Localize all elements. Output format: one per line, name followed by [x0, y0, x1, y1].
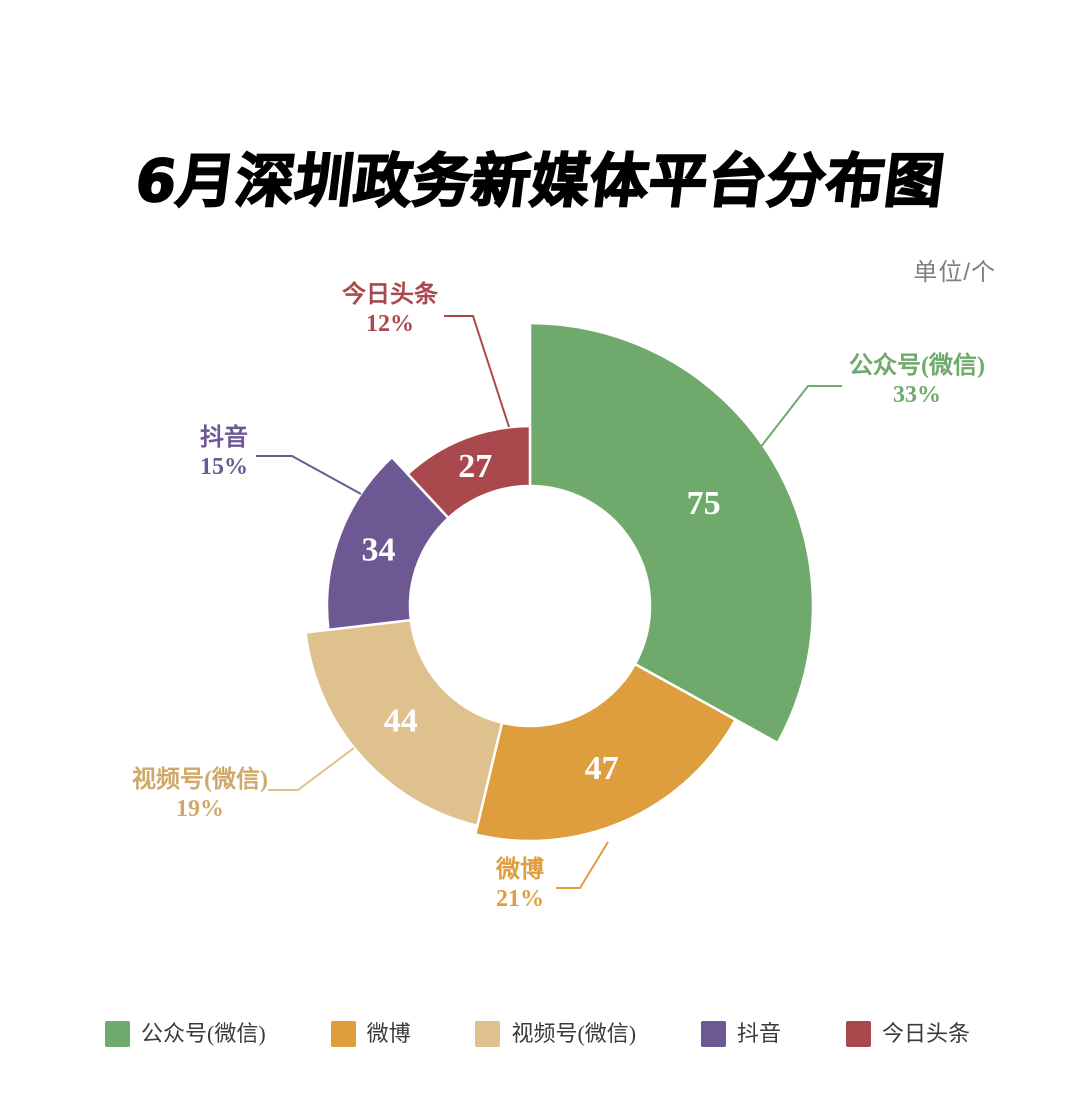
pie-slice-4[interactable] — [406, 424, 532, 520]
legend-label: 微博 — [366, 1021, 411, 1046]
legend-item-2[interactable]: 视频号(微信) — [475, 1021, 636, 1047]
legend: 公众号(微信) 微博 视频号(微信) 抖音 今日头条 — [105, 1019, 970, 1049]
pie-slice-1[interactable] — [473, 662, 737, 843]
callout-percent: 33% — [892, 382, 941, 408]
slice-callout: 抖音 15% — [200, 424, 248, 482]
callout-name: 视频号(微信) — [132, 767, 268, 794]
legend-item-4[interactable]: 今日头条 — [845, 1021, 970, 1047]
pie-slice-0[interactable] — [528, 321, 815, 745]
slice-callout: 公众号(微信) 33% — [849, 352, 985, 410]
legend-label: 抖音 — [737, 1021, 782, 1046]
legend-item-3[interactable]: 抖音 — [701, 1021, 781, 1047]
callout-name: 抖音 — [200, 425, 248, 452]
legend-swatch — [330, 1021, 356, 1047]
legend-swatch — [845, 1021, 871, 1047]
callout-name: 今日头条 — [342, 282, 438, 309]
legend-swatch — [475, 1021, 501, 1047]
legend-label: 公众号(微信) — [141, 1021, 266, 1046]
slice-value-label: 44 — [384, 702, 418, 739]
slice-leader-line — [444, 315, 510, 428]
legend-item-1[interactable]: 微博 — [330, 1021, 411, 1047]
callout-percent: 19% — [175, 796, 224, 822]
callout-percent: 12% — [366, 311, 414, 337]
legend-swatch — [701, 1021, 727, 1047]
slice-value-label: 47 — [585, 750, 619, 787]
legend-swatch — [105, 1021, 130, 1047]
slice-callout: 微博 21% — [496, 856, 544, 914]
pie-slice-2[interactable] — [304, 618, 504, 828]
callout-percent: 21% — [496, 886, 544, 912]
unit-label: 单位/个 — [913, 259, 996, 286]
slice-value-label: 27 — [458, 448, 492, 485]
callout-name: 微博 — [496, 857, 544, 884]
legend-label: 视频号(微信) — [511, 1021, 637, 1046]
callout-name: 公众号(微信) — [849, 353, 985, 380]
slice-callout: 视频号(微信) 19% — [132, 766, 268, 824]
slice-leader-line — [256, 455, 362, 495]
pie-slice-3[interactable] — [325, 455, 450, 632]
legend-label: 今日头条 — [881, 1021, 970, 1046]
slice-callout: 今日头条 12% — [342, 281, 438, 339]
slice-leader-line — [759, 385, 842, 449]
slice-leader-line — [268, 747, 355, 791]
callout-percent: 15% — [200, 454, 248, 480]
slice-value-label: 75 — [687, 485, 721, 522]
slice-value-label: 34 — [361, 532, 395, 569]
slice-leader-line — [556, 841, 609, 889]
legend-item-0[interactable]: 公众号(微信) — [105, 1021, 266, 1047]
